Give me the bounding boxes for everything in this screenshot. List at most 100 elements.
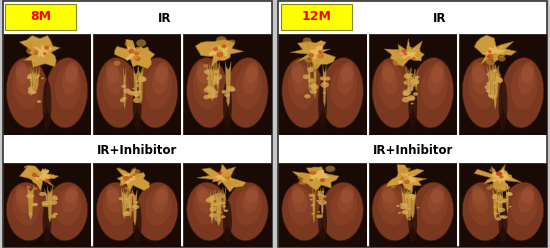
Ellipse shape — [134, 51, 140, 56]
Ellipse shape — [411, 58, 454, 128]
Polygon shape — [506, 186, 509, 213]
Ellipse shape — [507, 193, 513, 196]
Ellipse shape — [506, 198, 509, 200]
Ellipse shape — [404, 80, 410, 85]
Ellipse shape — [156, 186, 168, 204]
Ellipse shape — [411, 103, 414, 104]
Polygon shape — [120, 171, 136, 185]
Ellipse shape — [124, 200, 131, 204]
Ellipse shape — [292, 67, 307, 95]
Ellipse shape — [318, 200, 327, 205]
Ellipse shape — [395, 49, 400, 53]
Ellipse shape — [218, 171, 223, 175]
Polygon shape — [216, 62, 219, 92]
Ellipse shape — [409, 197, 415, 200]
Ellipse shape — [406, 168, 411, 171]
Ellipse shape — [414, 53, 420, 58]
Ellipse shape — [391, 186, 395, 188]
Ellipse shape — [145, 188, 172, 225]
Ellipse shape — [421, 188, 448, 225]
Ellipse shape — [65, 62, 78, 83]
Text: 8M: 8M — [30, 10, 51, 23]
Ellipse shape — [318, 201, 327, 243]
Ellipse shape — [321, 58, 364, 128]
Ellipse shape — [31, 203, 37, 206]
Ellipse shape — [292, 190, 307, 213]
Ellipse shape — [496, 217, 502, 220]
Ellipse shape — [409, 194, 416, 198]
Ellipse shape — [378, 188, 405, 225]
Ellipse shape — [499, 201, 503, 203]
Ellipse shape — [408, 194, 414, 197]
Ellipse shape — [216, 51, 223, 57]
Ellipse shape — [487, 56, 490, 59]
Ellipse shape — [131, 209, 134, 211]
Ellipse shape — [317, 211, 320, 213]
Ellipse shape — [43, 52, 46, 55]
Ellipse shape — [493, 182, 502, 187]
Ellipse shape — [123, 89, 131, 93]
Ellipse shape — [323, 92, 326, 94]
Ellipse shape — [12, 64, 39, 109]
Ellipse shape — [431, 186, 444, 204]
Ellipse shape — [219, 195, 226, 198]
Ellipse shape — [409, 201, 417, 243]
Ellipse shape — [33, 187, 37, 190]
Ellipse shape — [393, 58, 403, 66]
Ellipse shape — [42, 203, 50, 207]
Ellipse shape — [225, 176, 230, 180]
Ellipse shape — [206, 86, 212, 90]
Ellipse shape — [486, 82, 492, 86]
Ellipse shape — [408, 81, 416, 87]
Ellipse shape — [196, 190, 212, 213]
Ellipse shape — [498, 56, 505, 62]
Ellipse shape — [234, 182, 238, 184]
Polygon shape — [487, 66, 493, 94]
Ellipse shape — [489, 93, 495, 98]
Ellipse shape — [518, 190, 534, 213]
Ellipse shape — [212, 94, 218, 98]
Ellipse shape — [486, 73, 489, 75]
Ellipse shape — [411, 195, 415, 197]
Ellipse shape — [131, 169, 140, 175]
Ellipse shape — [26, 47, 36, 55]
Ellipse shape — [410, 79, 419, 85]
Ellipse shape — [211, 76, 220, 82]
Ellipse shape — [404, 194, 413, 198]
Ellipse shape — [132, 55, 139, 60]
Ellipse shape — [496, 78, 503, 83]
Ellipse shape — [192, 64, 219, 109]
Polygon shape — [34, 67, 40, 91]
Ellipse shape — [123, 196, 130, 200]
Ellipse shape — [492, 196, 498, 199]
Ellipse shape — [145, 64, 172, 109]
Ellipse shape — [518, 67, 534, 95]
FancyBboxPatch shape — [6, 4, 76, 30]
Ellipse shape — [124, 198, 128, 200]
Polygon shape — [195, 40, 244, 68]
Polygon shape — [117, 168, 150, 193]
Ellipse shape — [407, 47, 414, 52]
Ellipse shape — [128, 91, 135, 95]
Ellipse shape — [224, 179, 233, 184]
Ellipse shape — [221, 215, 225, 218]
Ellipse shape — [413, 92, 418, 96]
Ellipse shape — [235, 188, 262, 225]
Polygon shape — [490, 63, 493, 85]
Text: IR: IR — [433, 12, 447, 25]
Ellipse shape — [119, 197, 123, 200]
Polygon shape — [404, 190, 411, 220]
Polygon shape — [218, 190, 221, 216]
Ellipse shape — [320, 76, 326, 80]
Ellipse shape — [494, 205, 498, 206]
Ellipse shape — [221, 200, 223, 202]
Ellipse shape — [117, 168, 122, 170]
Ellipse shape — [124, 187, 128, 189]
Ellipse shape — [316, 200, 320, 202]
Ellipse shape — [136, 80, 139, 83]
Ellipse shape — [138, 90, 141, 93]
Ellipse shape — [490, 168, 496, 172]
Ellipse shape — [133, 97, 141, 103]
Ellipse shape — [472, 67, 488, 95]
Polygon shape — [307, 63, 311, 92]
